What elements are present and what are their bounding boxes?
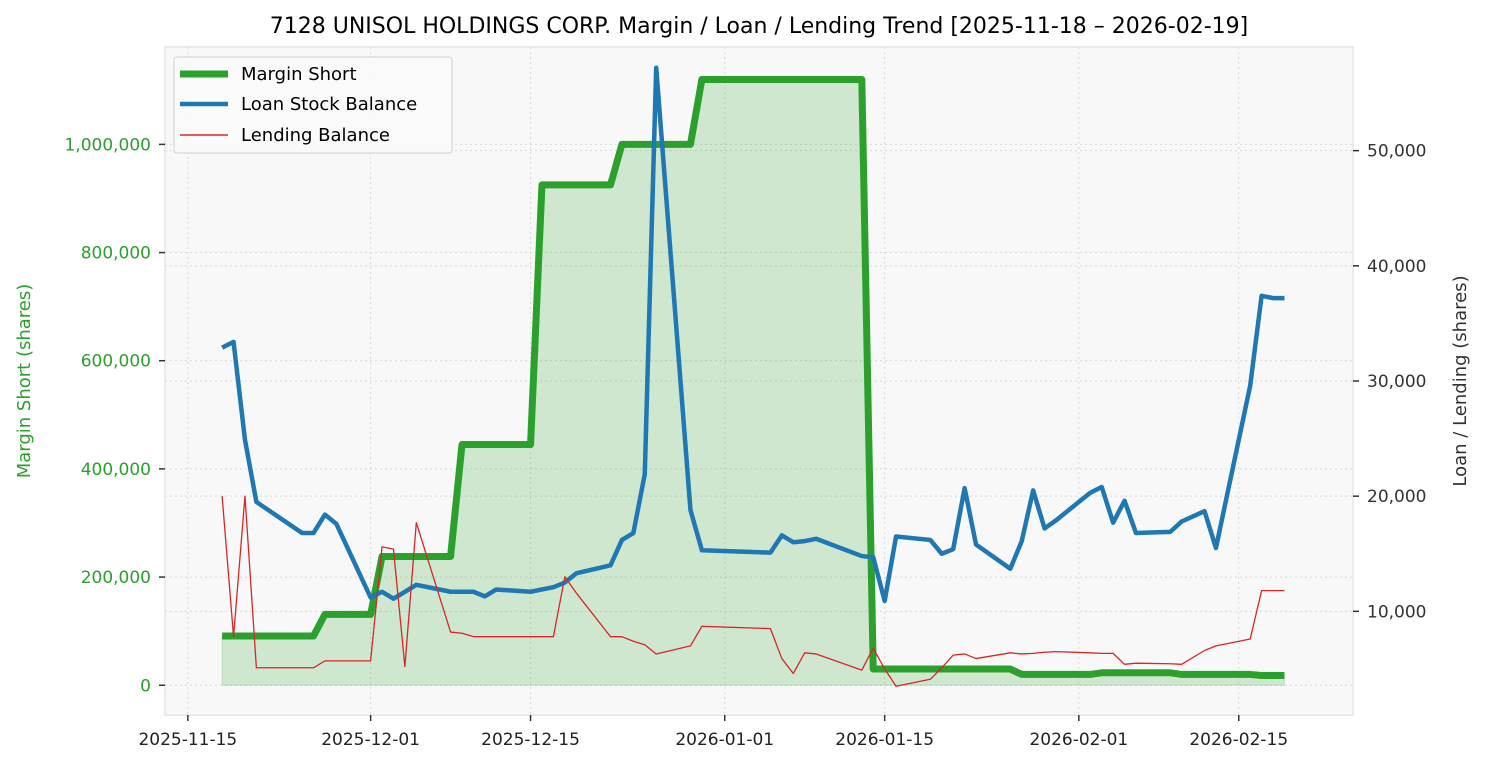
- y-left-tick-label: 200,000: [81, 568, 151, 588]
- y-left-tick-label: 0: [140, 676, 151, 696]
- y-left-tick-label: 600,000: [81, 352, 151, 372]
- x-tick-label: 2026-02-15: [1189, 730, 1288, 750]
- legend-label-loan-stock-balance: Loan Stock Balance: [241, 94, 417, 115]
- y-left-tick-label: 400,000: [81, 460, 151, 480]
- x-tick-label: 2025-12-01: [321, 730, 420, 750]
- x-tick-label: 2026-01-01: [675, 730, 774, 750]
- y-right-tick-label: 30,000: [1367, 372, 1426, 392]
- x-tick-label: 2026-01-15: [835, 730, 934, 750]
- y-axis-right-label: Loan / Lending (shares): [1450, 275, 1471, 486]
- y-right-tick-label: 50,000: [1367, 142, 1426, 162]
- y-right-tick-label: 40,000: [1367, 257, 1426, 277]
- x-tick-label: 2026-02-01: [1029, 730, 1128, 750]
- y-right-tick-label: 10,000: [1367, 602, 1426, 622]
- legend-label-lending-balance: Lending Balance: [241, 125, 390, 146]
- x-tick-label: 2025-12-15: [481, 730, 580, 750]
- x-tick-label: 2025-11-15: [138, 730, 237, 750]
- y-axis-left-label: Margin Short (shares): [14, 284, 35, 479]
- y-left-tick-label: 800,000: [81, 244, 151, 264]
- chart-title: 7128 UNISOL HOLDINGS CORP. Margin / Loan…: [270, 14, 1248, 39]
- y-right-tick-label: 20,000: [1367, 487, 1426, 507]
- legend-label-margin-short: Margin Short: [241, 64, 357, 85]
- legend: Margin Short Loan Stock Balance Lending …: [174, 57, 452, 153]
- y-left-tick-label: 1,000,000: [64, 135, 151, 155]
